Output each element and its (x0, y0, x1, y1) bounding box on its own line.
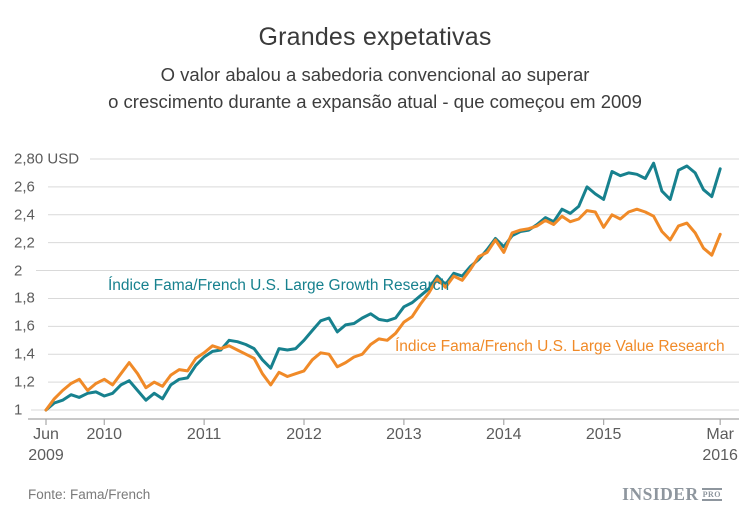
y-tick-label: 1 (14, 401, 23, 419)
page-title: Grandes expetativas (258, 23, 492, 51)
x-tick-label: 2012 (286, 426, 322, 443)
y-tick-label: 2 (14, 262, 23, 280)
y-tick-label: 1,6 (14, 317, 35, 335)
legend-value-series: Índice Fama/French U.S. Large Value Rese… (395, 338, 725, 355)
legend-growth-series: Índice Fama/French U.S. Large Growth Res… (108, 277, 450, 294)
y-tick-label: 2,2 (14, 234, 35, 252)
y-tick-label: 1,4 (14, 345, 35, 363)
brand-suffix: PRO (701, 488, 722, 501)
value-series-line (44, 207, 722, 412)
x-tick-label-year: 2016 (702, 447, 738, 464)
x-tick-label: 2010 (86, 426, 123, 443)
y-tick-label: 1,2 (14, 373, 35, 391)
y-tick-label: 1,8 (14, 289, 35, 307)
brand-name: INSIDER (622, 484, 699, 504)
y-tick-label: 2,4 (14, 206, 35, 224)
page-subtitle: O valor abalou a sabedoria convencional … (0, 61, 750, 115)
insiderpro-logo: INSIDER PRO (622, 484, 722, 505)
source-note: Fonte: Fama/French (28, 487, 151, 502)
subtitle-line-1: O valor abalou a sabedoria convencional … (160, 64, 590, 85)
subtitle-line-2: o crescimento durante a expansão atual -… (108, 91, 642, 112)
x-tick-label: Jun 2009 (28, 426, 64, 464)
y-tick-label: 2,6 (14, 178, 35, 196)
x-tick-label: 2011 (186, 426, 222, 443)
y-tick-label: 2,80 USD (14, 150, 80, 168)
x-tick-label-year: 2009 (28, 447, 64, 464)
x-tick-label: 2013 (386, 426, 422, 443)
growth-series-line (44, 161, 722, 412)
x-tick-label: Mar 2016 (702, 426, 738, 464)
x-tick-label: 2015 (585, 426, 622, 443)
x-tick-label: 2014 (485, 426, 522, 443)
